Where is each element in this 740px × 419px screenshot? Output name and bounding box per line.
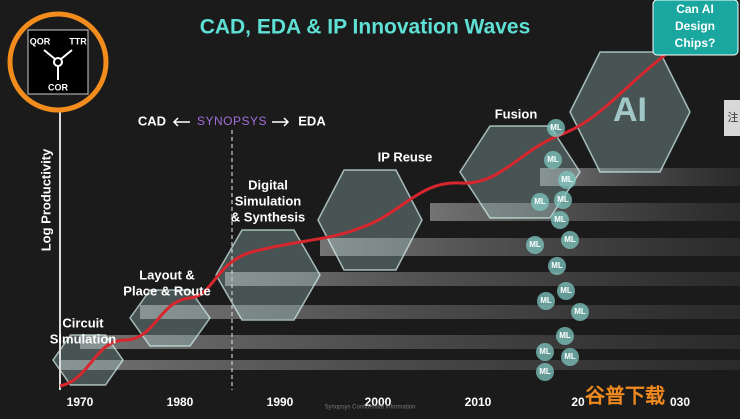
stage-label: Layout & (139, 267, 195, 282)
ml-bubble (557, 282, 575, 300)
band (80, 335, 740, 349)
stage-label: Fusion (495, 106, 538, 121)
ml-label: ML (560, 286, 572, 295)
ml-label: ML (547, 155, 559, 164)
hexagon (317, 169, 423, 271)
ml-label: ML (534, 197, 546, 206)
ml-bubble (561, 348, 579, 366)
icon-label: COR (48, 82, 69, 92)
ml-label: ML (540, 296, 552, 305)
ml-label: ML (559, 331, 571, 340)
ml-bubble (531, 193, 549, 211)
ml-label: ML (554, 215, 566, 224)
corner-line: Can AI (676, 2, 714, 16)
hexagon (215, 229, 321, 321)
hexagon (459, 125, 581, 219)
icon-arrows (43, 49, 73, 80)
corner-line: Chips? (675, 36, 716, 50)
ml-bubble (551, 211, 569, 229)
stage-label: IP Reuse (378, 149, 433, 164)
title: CAD, EDA & IP Innovation Waves (200, 16, 531, 39)
ml-bubbles: ML ML ML ML ML ML ML ML ML ML ML ML ML ML ML ML (526, 119, 589, 381)
ml-bubble (544, 151, 562, 169)
footer: Synopsys Confidential Information (324, 405, 415, 411)
corner-line: Design (675, 19, 715, 33)
side-tab (724, 100, 740, 136)
ml-bubble (547, 119, 565, 137)
watermark: 谷普下载 (585, 383, 665, 407)
ml-label: ML (550, 123, 562, 132)
icon-label: TTR (69, 36, 87, 46)
year-label: 1990 (267, 395, 294, 409)
brand: SYNOPSYS (197, 114, 267, 128)
band (430, 203, 740, 221)
arrow-right (272, 117, 290, 127)
ml-bubble (526, 236, 544, 254)
year-label: 2000 (365, 395, 392, 409)
hexagon (569, 51, 691, 173)
band (540, 168, 740, 186)
hexagon (129, 289, 211, 347)
stage-label: Simulation (235, 193, 302, 208)
productivity-curve (59, 53, 666, 388)
year-label: 1970 (67, 395, 94, 409)
hexagons (52, 51, 691, 386)
ml-bubble (556, 327, 574, 345)
eda-label: EDA (298, 113, 326, 128)
ml-bubble (536, 363, 554, 381)
stage-label: Place & Route (123, 283, 210, 298)
ml-label: ML (529, 240, 541, 249)
stage-label: Circuit (62, 315, 104, 330)
stage-label: Simulation (50, 331, 117, 346)
ml-bubble (537, 292, 555, 310)
side-tab-text: 注 (728, 110, 739, 124)
icon-label: QOR (30, 36, 51, 46)
cad-label: CAD (138, 113, 166, 128)
ml-bubble (558, 171, 576, 189)
corner-text: Can AI Design Chips? (675, 2, 716, 50)
ml-label: ML (551, 261, 563, 270)
bands (60, 168, 740, 370)
corner-box (652, 0, 739, 56)
band (225, 272, 740, 286)
band (60, 360, 740, 370)
stage-label: AI (613, 91, 647, 129)
stage-label: Digital (248, 177, 288, 192)
stage-label: & Synthesis (231, 209, 305, 224)
year-label: 2010 (465, 395, 492, 409)
icon-box (27, 29, 89, 95)
year-label: 1980 (167, 395, 194, 409)
ml-label: ML (564, 235, 576, 244)
ml-label: ML (574, 307, 586, 316)
years: 1970 1980 1990 2000 2010 20 030 (67, 395, 691, 409)
y-axis-label: Log Productivity (38, 148, 53, 251)
ml-label: ML (539, 347, 551, 356)
ml-label: ML (539, 367, 551, 376)
ml-bubble (548, 257, 566, 275)
ml-label: ML (561, 175, 573, 184)
ml-bubble (561, 231, 579, 249)
ml-label: ML (557, 195, 569, 204)
icon-ring (7, 11, 109, 113)
ml-bubble (554, 191, 572, 209)
arrow-left (172, 117, 190, 127)
year-label: 030 (670, 395, 690, 409)
band (140, 305, 740, 319)
ml-label: ML (564, 352, 576, 361)
year-label: 20 (571, 395, 585, 409)
ml-bubble (536, 343, 554, 361)
ml-bubble (571, 303, 589, 321)
